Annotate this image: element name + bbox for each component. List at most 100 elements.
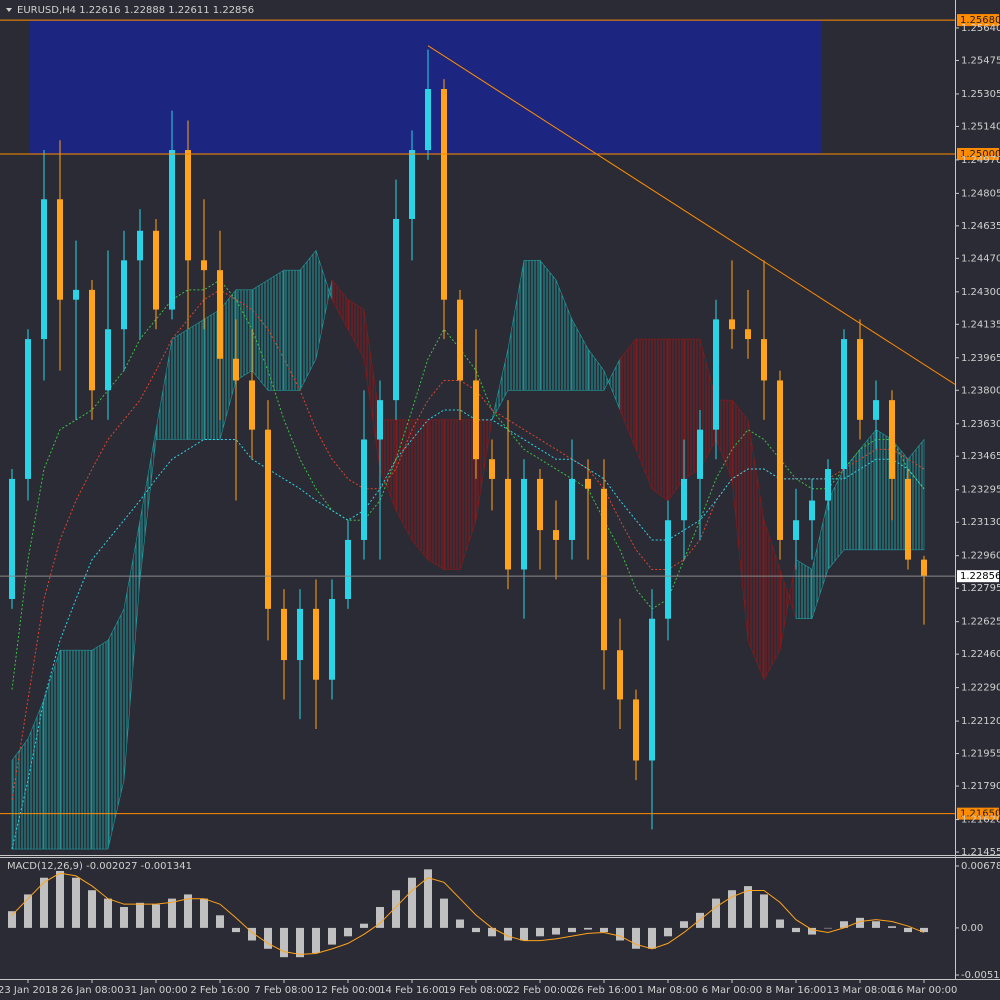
- moving-average: [11, 289, 925, 800]
- candle-body: [137, 230, 143, 261]
- candle-body: [377, 400, 383, 440]
- macd-bar: [264, 927, 272, 949]
- macd-bar: [280, 927, 288, 958]
- macd-bar: [792, 927, 800, 933]
- macd-bar: [200, 898, 208, 928]
- macd-bar: [312, 927, 320, 953]
- y-tick-label: 1.25140: [961, 121, 1000, 132]
- candle-body: [729, 319, 735, 330]
- macd-bar: [472, 927, 480, 933]
- cloud-segment: [187, 318, 205, 440]
- macd-bar: [216, 915, 224, 928]
- macd-bar: [328, 927, 336, 945]
- candle-body: [425, 89, 431, 151]
- y-tick-label: 0.00: [961, 923, 983, 934]
- price-level-box: [957, 807, 999, 820]
- cloud-segment: [523, 260, 541, 391]
- cloud-segment: [283, 269, 301, 391]
- cloud-segment: [795, 559, 813, 620]
- candle-body: [457, 299, 463, 381]
- macd-bar: [664, 927, 672, 937]
- moving-average: [11, 409, 925, 850]
- macd-bar: [824, 927, 832, 929]
- candle-body: [617, 650, 623, 700]
- macd-bar: [488, 927, 496, 937]
- candle-body: [857, 339, 863, 420]
- candle-body: [41, 199, 47, 340]
- x-tick-label: 14 Feb 16:00: [379, 985, 445, 996]
- y-tick-label: 1.23630: [961, 419, 1000, 430]
- candle-body: [361, 439, 367, 540]
- macd-bar: [584, 927, 592, 930]
- candle-body: [169, 150, 175, 310]
- candle-body: [889, 400, 895, 479]
- chart-header: EURUSD,H4 1.22616 1.22888 1.22611 1.2285…: [17, 5, 254, 16]
- macd-bar: [120, 907, 128, 928]
- macd-bar: [424, 869, 432, 928]
- macd-bar: [760, 894, 768, 928]
- price-level-label: 1.25000: [960, 149, 1000, 160]
- candle-body: [105, 329, 111, 391]
- y-tick-label: 1.23130: [961, 517, 1000, 528]
- candle-body: [153, 230, 159, 310]
- candle-body: [713, 319, 719, 430]
- macd-bar: [616, 927, 624, 941]
- macd-bar: [168, 898, 176, 928]
- candle-body: [537, 478, 543, 531]
- cloud-segment: [427, 419, 445, 571]
- x-tick-label: 8 Mar 16:00: [766, 985, 826, 996]
- macd-bar: [56, 870, 64, 928]
- moving-average: [11, 279, 925, 690]
- macd-bar: [696, 912, 704, 928]
- macd-bar: [376, 907, 384, 928]
- macd-bar: [232, 927, 240, 933]
- macd-bar: [600, 927, 608, 933]
- macd-bar: [840, 921, 848, 928]
- y-tick-label: 1.24805: [961, 188, 1000, 199]
- y-tick-label: 1.21620: [961, 815, 1000, 826]
- candle-body: [473, 380, 479, 460]
- macd-bar: [8, 911, 16, 928]
- candle-body: [57, 199, 63, 300]
- macd-bar: [456, 919, 464, 928]
- candle-body: [313, 608, 319, 680]
- candle-body: [697, 429, 703, 479]
- macd-bar: [776, 919, 784, 928]
- candle-body: [841, 339, 847, 470]
- x-tick-label: 22 Feb 00:00: [507, 985, 573, 996]
- cloud-segment: [539, 259, 557, 391]
- y-tick-label: 1.21455: [961, 847, 1000, 858]
- y-tick-label: 1.23965: [961, 353, 1000, 364]
- y-tick-label: 1.24970: [961, 155, 1000, 166]
- price-level-label: 1.25680: [960, 15, 1000, 26]
- cloud-segment: [667, 338, 685, 502]
- menu-arrow[interactable]: [6, 8, 12, 12]
- y-tick-label: 1.23295: [961, 485, 1000, 496]
- macd-bar: [920, 927, 928, 933]
- y-tick-label: 1.24470: [961, 253, 1000, 264]
- candle-body: [873, 400, 879, 420]
- x-tick-label: 7 Feb 08:00: [254, 985, 313, 996]
- macd-bar: [712, 898, 720, 928]
- y-tick-label: 1.25640: [961, 23, 1000, 34]
- macd-bar: [104, 898, 112, 928]
- candle-body: [825, 469, 831, 501]
- candle-body: [761, 339, 767, 381]
- candle-body: [665, 520, 671, 619]
- candle-body: [553, 530, 559, 540]
- macd-bar: [872, 921, 880, 928]
- candle-body: [633, 699, 639, 761]
- y-tick-label: 1.21955: [961, 749, 1000, 760]
- y-tick-label: 1.21790: [961, 781, 1000, 792]
- macd-bar: [440, 898, 448, 928]
- candle-body: [345, 539, 351, 600]
- macd-bar: [40, 877, 48, 928]
- macd-bar: [568, 927, 576, 933]
- macd-bar: [856, 917, 864, 928]
- y-tick-label: 1.24635: [961, 221, 1000, 232]
- candle-body: [201, 260, 207, 271]
- x-tick-label: 16 Mar 00:00: [891, 985, 958, 996]
- last-price-box: [957, 570, 999, 583]
- trendline: [427, 45, 956, 385]
